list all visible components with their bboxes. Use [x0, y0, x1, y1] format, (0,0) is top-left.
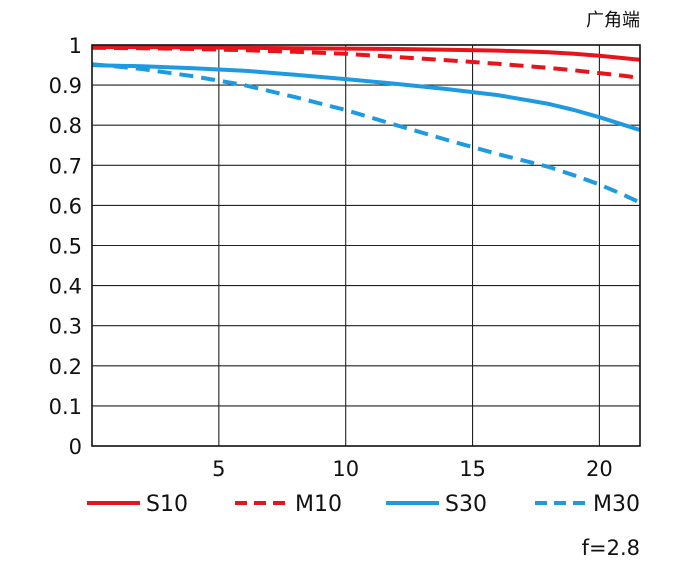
series-line-m30	[91, 62, 641, 205]
series-line-s10	[92, 45, 641, 62]
y-tick-label: 0.2	[49, 355, 82, 379]
y-tick-label: 0.6	[49, 194, 82, 218]
grid-lines	[92, 45, 640, 446]
y-tick-label: 0.1	[49, 395, 82, 419]
y-tick-label: 0.8	[49, 114, 82, 138]
y-tick-label: 0.3	[49, 315, 82, 339]
legend-label-s30: S30	[445, 492, 487, 517]
plot-frame	[91, 44, 641, 447]
x-tick-label: 5	[212, 457, 225, 481]
y-tick-label: 0	[69, 435, 82, 459]
legend-label-m30: M30	[593, 492, 640, 517]
y-tick-label: 1	[69, 34, 82, 58]
y-tick-label: 0.7	[49, 154, 82, 178]
aperture-label: f=2.8	[582, 536, 640, 560]
series-lines	[91, 45, 641, 205]
series-line-s30	[91, 63, 641, 132]
legend-label-m10: M10	[295, 492, 342, 517]
x-tick-label: 15	[459, 457, 486, 481]
y-tick-label: 0.9	[49, 74, 82, 98]
tick-labels: 00.10.20.30.40.50.60.70.80.915 10 15 20	[49, 34, 613, 481]
legend: S10 M10 S30 M30	[87, 492, 640, 517]
legend-label-s10: S10	[146, 492, 188, 517]
y-tick-label: 0.5	[49, 235, 82, 259]
y-tick-label: 0.4	[49, 275, 82, 299]
x-tick-label: 20	[586, 457, 613, 481]
corner-label: 广角端	[586, 10, 640, 31]
series-line-m10	[91, 45, 641, 80]
x-tick-label: 10	[332, 457, 359, 481]
